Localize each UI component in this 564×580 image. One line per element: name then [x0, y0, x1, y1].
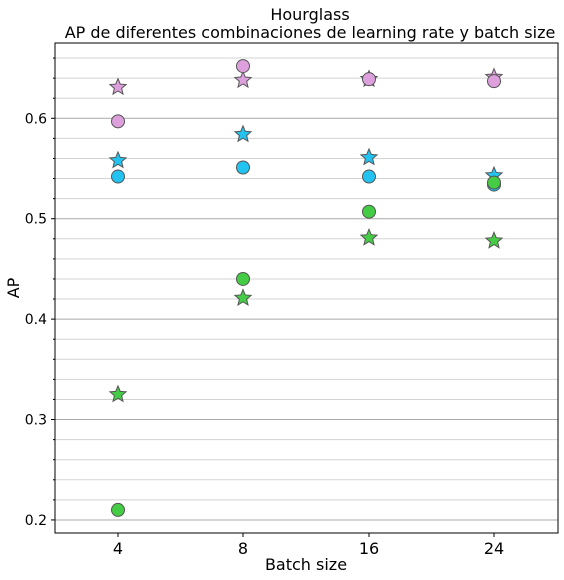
circle-point	[111, 502, 125, 517]
circle-point	[111, 169, 125, 184]
x-tick-label: 4	[113, 539, 123, 558]
chart-subtitle: AP de diferentes combinaciones de learni…	[65, 23, 556, 42]
star-point	[108, 384, 128, 403]
circle-point	[487, 175, 501, 190]
star-point	[108, 77, 128, 96]
y-tick-label: 0.6	[25, 111, 47, 127]
grid-lines	[55, 57, 558, 521]
star-point	[233, 288, 253, 306]
plot-frame	[54, 42, 559, 534]
x-tick-label: 8	[238, 539, 248, 558]
x-tick-label: 24	[484, 539, 504, 558]
circle-point	[362, 169, 376, 184]
y-axis-label: AP	[4, 277, 23, 298]
y-tick-label: 0.2	[25, 513, 47, 529]
y-axis-ticks: 0.2 0.3 0.4 0.5 0.6	[25, 57, 55, 529]
y-tick-label: 0.3	[25, 413, 47, 429]
y-tick-label: 0.4	[25, 312, 47, 328]
circle-point	[236, 59, 250, 74]
circle-point	[236, 160, 250, 175]
star-point	[359, 147, 379, 166]
circle-point	[487, 74, 501, 89]
star-point	[233, 70, 253, 89]
y-tick-label: 0.5	[25, 212, 47, 228]
star-point	[484, 231, 504, 249]
star-point	[233, 124, 253, 143]
circle-point	[362, 204, 376, 219]
x-tick-label: 16	[359, 539, 379, 558]
x-axis-ticks: 4 8 16 24	[113, 533, 504, 558]
star-point	[359, 228, 379, 246]
circle-point	[111, 114, 125, 129]
x-axis-label: Batch size	[265, 555, 347, 574]
chart-title: Hourglass	[270, 5, 349, 24]
circle-point	[236, 271, 250, 286]
star-point	[108, 150, 128, 169]
data-points	[108, 59, 504, 517]
circle-point	[362, 72, 376, 87]
